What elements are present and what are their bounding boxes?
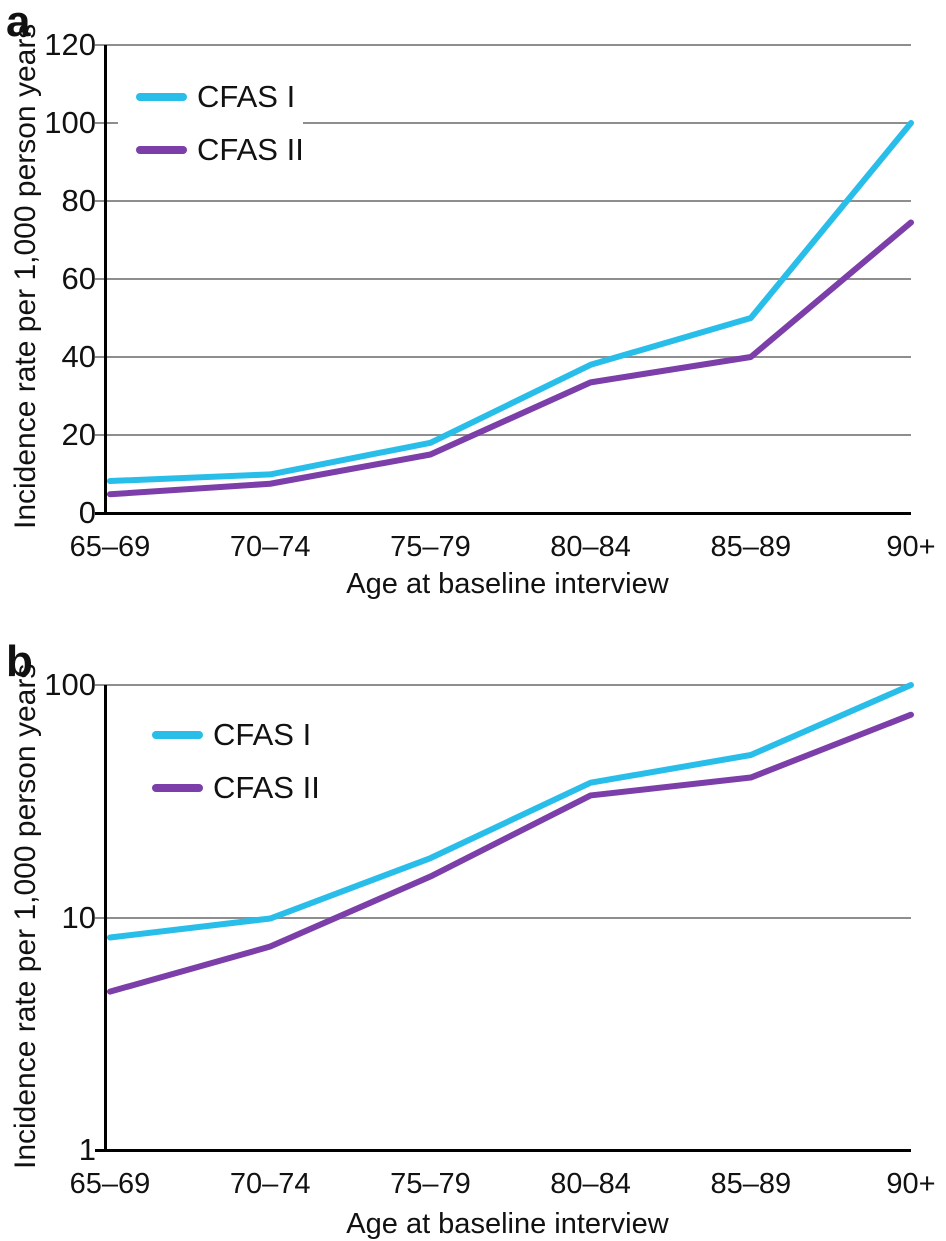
x-tick-label: 90+ [886,1168,936,1200]
x-tick-label: 90+ [886,531,936,563]
x-tick-label: 85–89 [710,531,792,563]
y-tick-label: 80 [61,183,96,218]
x-tick-label: 75–79 [390,1168,471,1200]
x-tick-label: 85–89 [710,1168,792,1200]
x-tick-label: 65–69 [69,531,151,563]
legend-item-cfas-i: CFAS I [118,79,296,114]
legend-label: CFAS II [213,770,320,805]
cfas-ii-legend-swatch [136,146,187,154]
legend-item-cfas-ii: CFAS II [118,132,304,167]
x-tick-label: 80–84 [550,1168,631,1200]
panel-a-label: a [6,0,31,46]
cfas-i-legend-swatch [152,731,203,739]
y-tick-label: 1 [78,1132,96,1167]
cfas-i-line [107,682,914,941]
legend-label: CFAS II [197,132,304,167]
cfas-i-legend-swatch [136,93,187,101]
y-tick-label: 0 [78,495,96,530]
x-tick-label: 75–79 [390,531,471,563]
cfas-i-line [107,120,914,485]
legend-item-cfas-i: CFAS I [138,717,312,752]
gridline-y-40 [95,356,911,358]
legend: CFAS I CFAS II [118,67,304,179]
gridline-y-100 [95,122,911,124]
x-axis-line [95,511,911,515]
y-tick-label: 10 [61,899,96,935]
cfas-ii-legend-swatch [152,784,203,792]
gridline-y-10 [95,916,911,919]
series-lines [107,682,914,995]
legend: CFAS I CFAS II [138,713,328,821]
panel-b-plot-area: b Incidence rate per 1,000 person years … [6,640,936,1241]
x-tick-label: 70–74 [229,1168,311,1200]
gridline-y-80 [95,200,911,202]
legend-item-cfas-ii: CFAS II [138,770,320,805]
gridline-y-100 [95,684,911,686]
x-tick-label: 70–74 [229,531,311,563]
y-tick-label: 100 [44,105,96,140]
y-tick-label: 60 [61,261,96,296]
y-tick-label: 100 [44,667,96,702]
y-tick-label: 40 [61,339,96,374]
cfas-ii-line [107,711,914,995]
panel-a-plot-area: a Incidence rate per 1,000 person years … [6,0,936,600]
y-tick-label: 120 [44,27,96,62]
gridline-y-120 [95,44,911,46]
x-tick-label: 65–69 [69,1168,151,1200]
x-tick-label: 80–84 [550,531,631,563]
cfas-ii-line [107,219,914,498]
legend-label: CFAS I [197,79,296,114]
panel-a-x-axis-title: Age at baseline interview [346,568,669,600]
x-axis-line [95,1148,911,1152]
panel-b-label: b [6,637,33,686]
gridline-y-20 [95,434,911,436]
y-tick-label: 20 [61,417,96,452]
y-axis-line [104,45,107,513]
panel-b-x-axis-title: Age at baseline interview [346,1208,669,1240]
legend-label: CFAS I [213,717,312,752]
y-axis-line [104,685,107,1150]
series-lines [107,120,914,498]
gridline-y-60 [95,278,911,280]
